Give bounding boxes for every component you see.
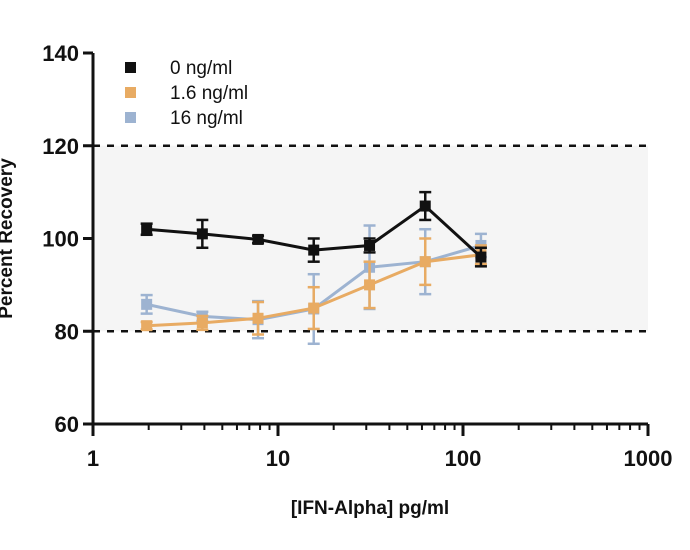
data-point (196, 228, 208, 240)
data-point (308, 302, 320, 314)
data-point (419, 200, 431, 212)
data-series (140, 190, 487, 346)
legend-swatch-1 (125, 87, 136, 98)
x-axis-title: [IFN-Alpha] pg/ml (291, 498, 449, 519)
legend-swatch-0 (125, 62, 136, 73)
data-point (419, 256, 431, 268)
data-point (141, 320, 153, 332)
y-tick-label-80: 80 (55, 319, 79, 344)
series-0 (140, 190, 487, 268)
data-point (252, 233, 264, 245)
y-axis-title: Percent Recovery (0, 158, 17, 319)
legend-label-2: 16 ng/ml (170, 108, 243, 129)
data-point (196, 317, 208, 329)
y-tick-label-60: 60 (55, 412, 79, 437)
data-point (364, 239, 376, 251)
legend-label-1: 1.6 ng/ml (170, 83, 248, 104)
legend: 0 ng/ml 1.6 ng/ml 16 ng/ml (125, 58, 248, 129)
legend-swatch-2 (125, 112, 136, 123)
x-tick-label-100: 100 (445, 446, 482, 471)
x-tick-label-10: 10 (266, 446, 290, 471)
x-tick-label-1000: 1000 (624, 446, 673, 471)
axes: 60 80 100 120 140 1 10 100 1000 (42, 41, 672, 471)
y-tick-label-100: 100 (42, 227, 79, 252)
data-point (308, 244, 320, 256)
y-tick-label-120: 120 (42, 134, 79, 159)
data-point (141, 298, 153, 310)
data-point (141, 223, 153, 235)
y-tick-label-140: 140 (42, 41, 79, 66)
data-point (475, 251, 487, 263)
x-tick-label-1: 1 (87, 446, 99, 471)
data-point (252, 312, 264, 324)
series-1 (140, 237, 487, 336)
data-point (364, 279, 376, 291)
legend-label-0: 0 ng/ml (170, 58, 232, 79)
